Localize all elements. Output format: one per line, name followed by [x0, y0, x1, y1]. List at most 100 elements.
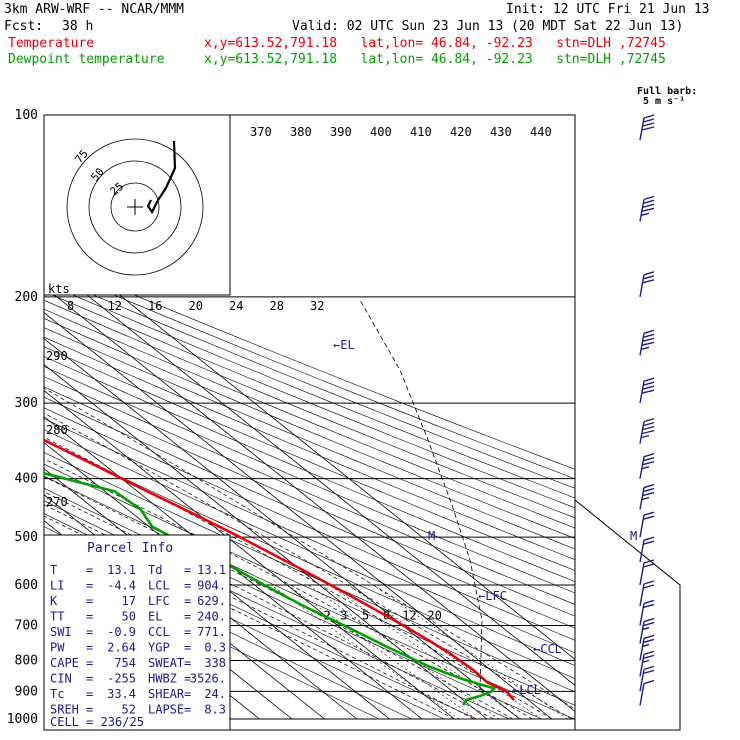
parcel-equals: =: [184, 594, 191, 608]
level-annotation: ←CCL: [533, 642, 562, 656]
hodograph-ring: [66, 138, 204, 276]
wind-barb-flag: [643, 271, 655, 276]
parcel-param-value: 3526.: [190, 672, 226, 686]
parcel-equals: =: [184, 656, 191, 670]
wind-barb-flag: [643, 540, 655, 545]
theta-label: 270: [46, 495, 68, 509]
wind-barb-half: [641, 212, 650, 217]
parcel-param-value: 0.3: [204, 641, 226, 655]
wind-barb-flag: [643, 377, 655, 382]
mixing-ratio-line: [287, 584, 477, 720]
parcel-equals: =: [184, 579, 191, 593]
marker-label: M: [428, 529, 435, 543]
parcel-equals: =: [184, 703, 191, 717]
wind-barb-flag: [643, 617, 655, 623]
parcel-param-value: -4.4: [107, 579, 136, 593]
parcel-equals: =: [86, 610, 93, 624]
parcel-param-name: PW: [50, 641, 65, 655]
parcel-equals: =: [86, 625, 93, 639]
speed-tick-label: 28: [270, 299, 284, 313]
wind-barb-flag: [643, 580, 655, 585]
wind-barb-flag: [643, 114, 655, 119]
parcel-param-value: 2.64: [107, 641, 136, 655]
parcel-param-name: Tc: [50, 687, 64, 701]
parcel-param-name: SREH: [50, 703, 79, 717]
parcel-equals: =: [184, 625, 191, 639]
dry-adiabat-line: [44, 327, 575, 550]
wind-barb-flag: [642, 385, 655, 390]
wind-barb-flag: [642, 491, 655, 497]
wind-barb-flag: [642, 460, 655, 466]
wind-key-title: Full barb:: [637, 86, 697, 97]
parcel-equals: =: [86, 703, 93, 717]
parcel-param-name: YGP: [148, 641, 170, 655]
mixing-ratio-label: 20: [427, 608, 441, 622]
parcel-param-name: SWI: [50, 625, 72, 639]
level-annotation: ←EL: [333, 338, 355, 352]
wind-barb-flag: [641, 341, 655, 347]
wind-barb-flag: [643, 421, 655, 427]
wind-barb: [639, 417, 655, 444]
wind-barb: [639, 483, 655, 510]
parcel-equals: =: [184, 563, 191, 577]
parcel-equals: =: [86, 672, 93, 686]
parcel-param-value: 13.1: [107, 563, 136, 577]
dry-adiabat-line: [44, 346, 575, 571]
wind-barb-flag: [641, 207, 655, 213]
wind-barb: [639, 599, 655, 626]
wind-column-frame: [574, 499, 681, 731]
forecast-hour: 38 h: [62, 19, 94, 34]
wind-barb-flag: [643, 559, 655, 564]
wind-barb: [639, 580, 655, 607]
wind-barb-flag: [642, 279, 655, 284]
wind-barb-flag: [642, 122, 655, 127]
model-title: 3km ARW-WRF -- NCAR/MMM: [4, 2, 185, 17]
pressure-label: 200: [15, 290, 38, 305]
parcel-param-name: HWBZ: [148, 672, 177, 686]
wind-barb-flag: [643, 511, 655, 516]
wind-barb-flag: [641, 429, 655, 435]
parcel-equals: =: [184, 672, 191, 686]
parcel-param-value: 8.3: [204, 703, 226, 717]
mixing-ratio-line: [348, 584, 542, 720]
dry-adiabat-line: [44, 463, 575, 706]
moist-adiabat-line: [44, 476, 514, 720]
dry-adiabat-line: [44, 336, 575, 561]
wind-barb-flag: [643, 654, 655, 660]
parcel-param-name: T: [50, 563, 57, 577]
wind-barb-flag: [643, 665, 655, 671]
wind-barb: [639, 511, 655, 538]
parcel-param-name: LFC: [148, 594, 170, 608]
dry-adiabat-line: [44, 265, 575, 480]
dry-adiabat-line: [44, 308, 575, 529]
mixing-ratio-line: [372, 584, 568, 720]
speed-tick-label: 20: [189, 299, 203, 313]
wind-barb: [639, 617, 655, 644]
valid-time: Valid: 02 UTC Sun 23 Jun 13 (20 MDT Sat …: [292, 19, 684, 34]
parcel-param-name: TT: [50, 610, 64, 624]
theta-e-label: 430: [490, 125, 512, 139]
dry-adiabat-line: [44, 386, 575, 617]
mixing-ratio-label: 2: [324, 608, 331, 622]
wind-barb-half: [641, 496, 650, 501]
pressure-label: 1000: [7, 712, 38, 727]
wind-barb-flag: [643, 275, 655, 280]
isotherm-line: [44, 260, 575, 686]
theta-label: 280: [46, 423, 68, 437]
parcel-info-title: Parcel Info: [87, 541, 173, 556]
parcel-param-value: 24.: [204, 687, 226, 701]
parcel-param-value: 904.: [197, 579, 226, 593]
parcel-param-value: 629.: [197, 594, 226, 608]
pressure-label: 500: [15, 530, 38, 545]
wind-barb-flag: [643, 333, 655, 339]
hodograph-ring: [88, 160, 182, 254]
theta-label: 290: [46, 349, 68, 363]
isotherm-line: [44, 338, 520, 720]
parcel-param-name: CIN: [50, 672, 72, 686]
wind-barb-flag: [643, 584, 655, 589]
dry-adiabat-line: [44, 299, 575, 519]
isotherm-line: [44, 442, 390, 720]
wind-barb-half: [642, 626, 650, 631]
parcel-param-name: LI: [50, 579, 64, 593]
wind-barb-flag: [643, 452, 655, 458]
